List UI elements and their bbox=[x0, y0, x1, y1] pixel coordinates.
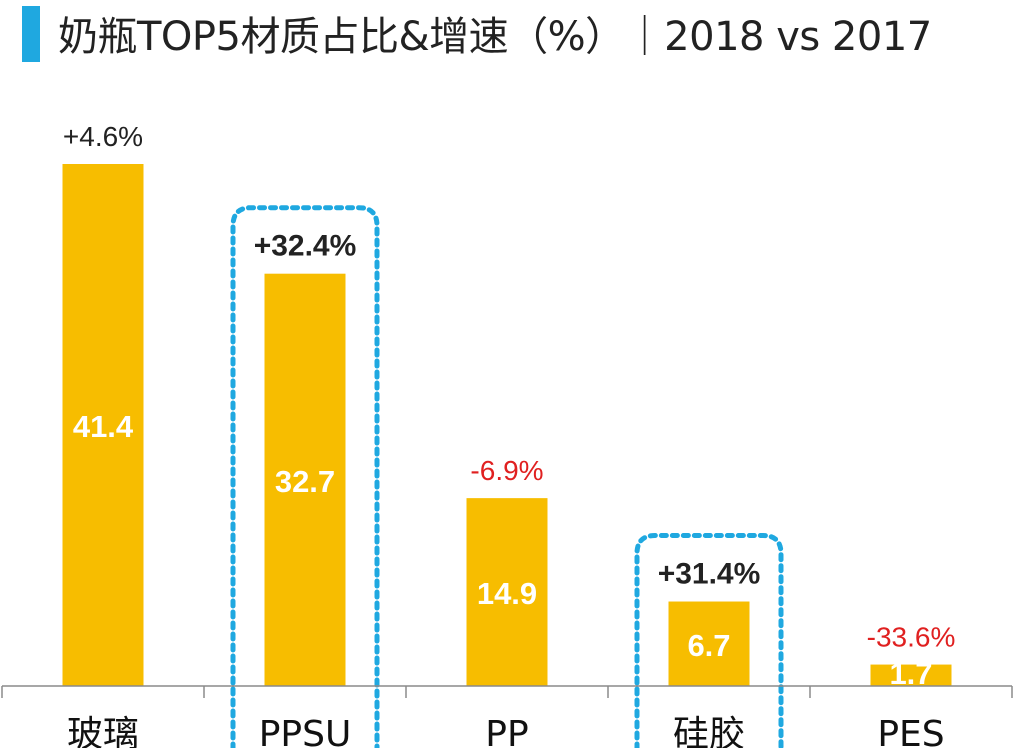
bar-2 bbox=[264, 273, 346, 686]
growth-label: +4.6% bbox=[63, 121, 143, 152]
growth-label: -6.9% bbox=[470, 455, 543, 486]
bar-1 bbox=[62, 164, 144, 686]
category-label: 玻璃 bbox=[67, 714, 139, 748]
growth-label: +32.4% bbox=[254, 230, 357, 263]
chart-title: 奶瓶TOP5材质占比&增速（%）｜2018 vs 2017 bbox=[58, 14, 932, 60]
bar-5 bbox=[870, 664, 952, 686]
growth-label: -33.6% bbox=[867, 622, 956, 653]
category-label: 硅胶 bbox=[673, 714, 745, 748]
bars-group bbox=[62, 164, 952, 686]
category-label: PPSU bbox=[259, 714, 352, 748]
category-label: PP bbox=[485, 714, 528, 748]
labels-group: 41.4 +4.6% 玻璃 32.7 +32.4% PPSU 14.9 -6.9% PP 6.7 +… bbox=[63, 121, 955, 748]
bar-value-label: 6.7 bbox=[687, 628, 730, 663]
highlight-box bbox=[230, 205, 380, 748]
highlight-box bbox=[634, 533, 784, 748]
highlight-boxes bbox=[230, 205, 784, 748]
bar-value-label: 1.7 bbox=[889, 656, 932, 691]
x-axis bbox=[1, 685, 1013, 698]
bar-value-label: 32.7 bbox=[275, 464, 335, 499]
category-label: PES bbox=[877, 714, 944, 748]
bar-4 bbox=[668, 601, 750, 686]
growth-label: +31.4% bbox=[658, 558, 761, 591]
bar-3 bbox=[466, 498, 548, 686]
bar-value-label: 14.9 bbox=[477, 576, 537, 611]
bar-value-label: 41.4 bbox=[73, 409, 134, 444]
title-accent-bar bbox=[22, 6, 40, 62]
